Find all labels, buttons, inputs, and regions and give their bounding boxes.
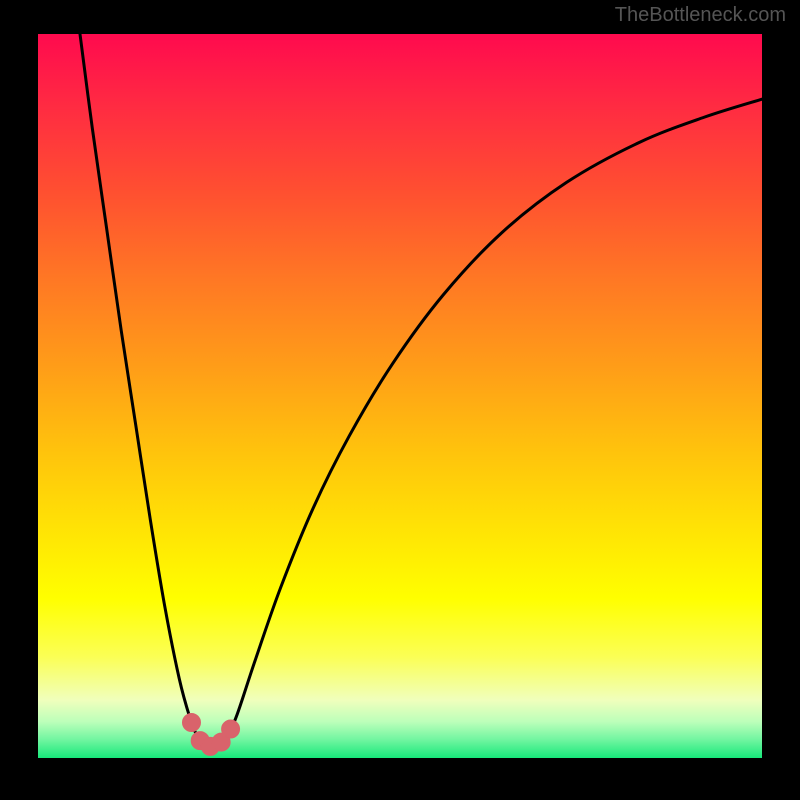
curve-marker xyxy=(182,714,200,732)
watermark-text: TheBottleneck.com xyxy=(615,4,786,27)
chart-plot-area xyxy=(38,34,762,758)
curve-marker xyxy=(222,720,240,738)
curve-markers xyxy=(182,714,239,756)
bottleneck-curve xyxy=(80,34,762,746)
chart-curve-layer xyxy=(38,34,762,758)
